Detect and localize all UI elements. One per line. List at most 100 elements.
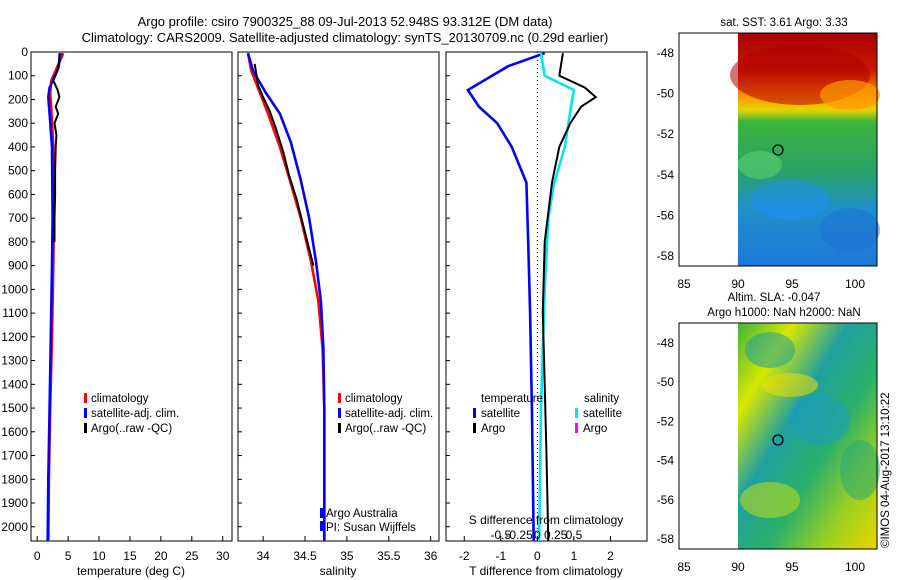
salinity-xlabel: salinity [320,564,357,578]
series-line-climatology [246,52,326,541]
sst-cold-patch [820,208,880,252]
map-x-tick-label: 100 [845,277,865,291]
map-y-tick-label: -50 [657,87,675,101]
title-line-1: Argo profile: csiro 7900325_88 09-Jul-20… [138,14,553,29]
legend-climatology: climatology [91,393,149,405]
salinity-panel-frame [237,51,440,542]
legend-t-argo: Argo [481,423,505,435]
x-tick-label: 15 [123,549,137,563]
x-tick-label: -1 [495,549,506,563]
map-y-tick-label: -52 [657,127,675,141]
s-difference-label: S difference from climatology [469,513,624,527]
legend-climatology: climatology [345,393,403,405]
depth-tick-label: 100 [8,69,28,83]
map-x-tick-label: 90 [731,277,745,291]
map-x-tick-label: 90 [731,560,745,574]
sla-map-title-1: Altim. SLA: -0.047 [728,292,821,304]
x-tick-label: 34.5 [293,549,317,563]
sla-patch [745,332,795,368]
map-y-tick-label: -48 [657,46,675,60]
map-x-tick-label: 85 [677,277,691,291]
x-tick-label: 0 [534,549,541,563]
x-tick-label: 5 [65,549,72,563]
map-x-tick-label: 100 [845,560,865,574]
x-tick-label: 1 [571,549,578,563]
argo-float-position [772,434,784,446]
legend-swatch-climatology [84,393,87,403]
series-line-satellite-adj-clim- [46,52,62,541]
legend-argo: Argo(..raw -QC) [91,423,172,435]
sst-map [678,32,880,267]
legend-argo: Argo(..raw -QC) [345,423,426,435]
sla-patch [762,373,818,397]
x-tick-label: 36 [424,549,438,563]
x-tick-label: 10 [92,549,106,563]
depth-tick-label: 200 [8,92,28,106]
s-tick-label: 0.25 [544,528,568,542]
sst-map-axes: 85 90 95 100 -48 -50 -52 -54 -56 -58 [657,46,866,291]
map-x-tick-label: 95 [785,277,799,291]
map-y-tick-label: -48 [657,336,675,350]
legend-swatch-s-satellite [575,408,578,418]
sla-map-axes: 85 90 95 100 -48 -50 -52 -54 -56 -58 [657,336,866,574]
depth-tick-label: 0 [21,45,28,59]
difference-xlabel: T difference from climatology [469,564,623,578]
depth-tick-label: 1100 [2,306,28,320]
map-x-tick-label: 85 [677,560,691,574]
depth-tick-label: 300 [8,116,28,130]
difference-panel-frame [445,51,648,542]
depth-tick-label: 1900 [1,496,28,510]
sst-map-title: sat. SST: 3.61 Argo: 3.33 [720,17,847,29]
legend-title-temperature: temperature [481,393,543,405]
legend-swatch-t-argo [473,423,476,433]
x-tick-label: 25 [185,549,199,563]
depth-tick-label: 900 [8,259,28,273]
s-tick-label: 0.5 [566,528,583,542]
legend-s-argo: Argo [583,423,607,435]
depth-tick-label: 500 [8,164,28,178]
sla-patch [740,482,800,518]
credit-marker [320,508,323,518]
credit-line-1: Argo Australia [326,508,398,520]
x-tick-label: 35 [340,549,354,563]
sla-map-frame [678,322,878,550]
series-line-argo [52,53,61,242]
map-y-tick-label: -52 [657,414,675,428]
depth-tick-label: 1300 [1,354,28,368]
depth-tick-label: 1800 [1,472,28,486]
salinity-x-axis: 34 34.5 35 35.5 36 [256,536,438,563]
map-y-tick-label: -54 [657,168,675,182]
s-tick-label: -0.25 [505,528,533,542]
x-tick-label: -2 [459,549,470,563]
temperature-legend: climatology satellite-adj. clim. Argo(..… [84,393,179,435]
credit-marker [320,521,323,531]
argo-float-position [772,144,784,156]
x-tick-label: 0 [34,549,41,563]
sla-map-title-2: Argo h1000: NaN h2000: NaN [707,307,860,319]
depth-tick-label: 1200 [1,330,28,344]
title-line-2: Climatology: CARS2009. Satellite-adjuste… [82,30,609,45]
depth-tick-label: 2000 [1,520,28,534]
depth-tick-label: 400 [8,140,28,154]
legend-swatch-satellite [338,408,341,418]
depth-tick-label: 1700 [1,449,28,463]
depth-tick-label: 700 [8,211,28,225]
sla-patch [840,440,880,500]
salinity-series [246,52,326,541]
map-y-tick-label: -54 [657,454,675,468]
difference-x-axis: -2 -1 0 1 2 -0.5-0.25 0 0.250.5 [459,528,614,563]
depth-axis: 0 100 200 300 400 500 600 700 800 900 1000 1100 1200… [1,45,450,534]
series-line-satellite-adj-clim- [246,52,326,541]
depth-tick-label: 800 [8,235,28,249]
legend-swatch-satellite [84,408,87,418]
x-tick-label: 30 [216,549,230,563]
difference-legend: temperature salinity satellite Argo sate… [473,393,622,435]
legend-satellite: satellite-adj. clim. [345,408,433,420]
x-tick-label: 34 [256,549,270,563]
depth-tick-label: 1000 [1,282,28,296]
sst-map-frame [678,32,878,267]
depth-tick-label: 1400 [1,377,28,391]
depth-tick-label: 1500 [1,401,28,415]
series-line-t-argo [541,53,598,541]
